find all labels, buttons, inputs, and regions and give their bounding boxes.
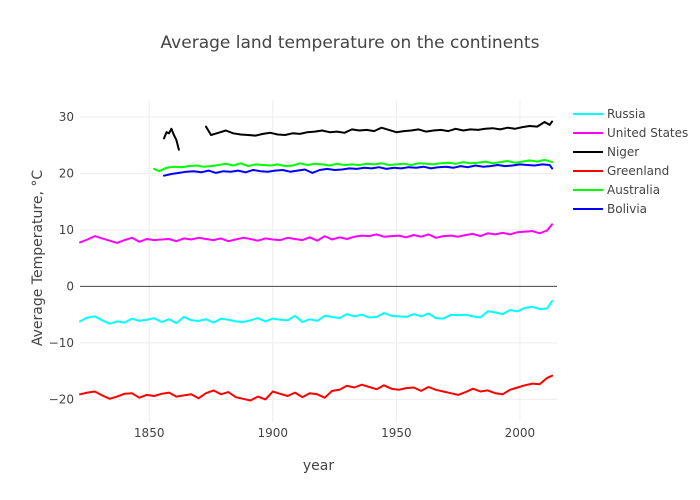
- y-tick-label: 30: [59, 110, 74, 124]
- y-tick-label: −10: [49, 336, 74, 350]
- legend-label-greenland: Greenland: [607, 164, 669, 178]
- x-axis-title: year: [302, 458, 335, 474]
- grid: [80, 100, 557, 422]
- legend-label-united-states: United States: [607, 126, 688, 140]
- x-tick-label: 1950: [381, 426, 412, 440]
- y-tick-label: −20: [49, 392, 74, 406]
- chart-title: Average land temperature on the continen…: [160, 33, 540, 53]
- y-tick-label: 10: [59, 223, 74, 237]
- tick-labels: −20 −10 0 10 20 30 1850 1900 1950 2000: [49, 110, 536, 440]
- legend-label-niger: Niger: [607, 145, 639, 159]
- series-line-niger: [205, 120, 554, 137]
- x-tick-label: 2000: [505, 426, 536, 440]
- series-line-niger: [163, 127, 180, 151]
- series-lines: [79, 120, 554, 402]
- y-axis-title: Average Temperature, °C: [30, 169, 46, 347]
- legend-label-bolivia: Bolivia: [607, 202, 647, 216]
- y-tick-label: 20: [59, 166, 74, 180]
- series-line-bolivia: [163, 163, 554, 177]
- x-tick-label: 1850: [134, 426, 165, 440]
- legend: Russia United States Niger Greenland Austral…: [573, 107, 688, 216]
- x-tick-label: 1900: [258, 426, 289, 440]
- series-line-russia: [79, 300, 554, 325]
- series-line-australia: [153, 158, 554, 173]
- series-line-united-states: [79, 223, 554, 244]
- series-line-greenland: [79, 374, 554, 402]
- legend-label-russia: Russia: [607, 107, 646, 121]
- legend-label-australia: Australia: [607, 183, 660, 197]
- y-tick-label: 0: [66, 279, 74, 293]
